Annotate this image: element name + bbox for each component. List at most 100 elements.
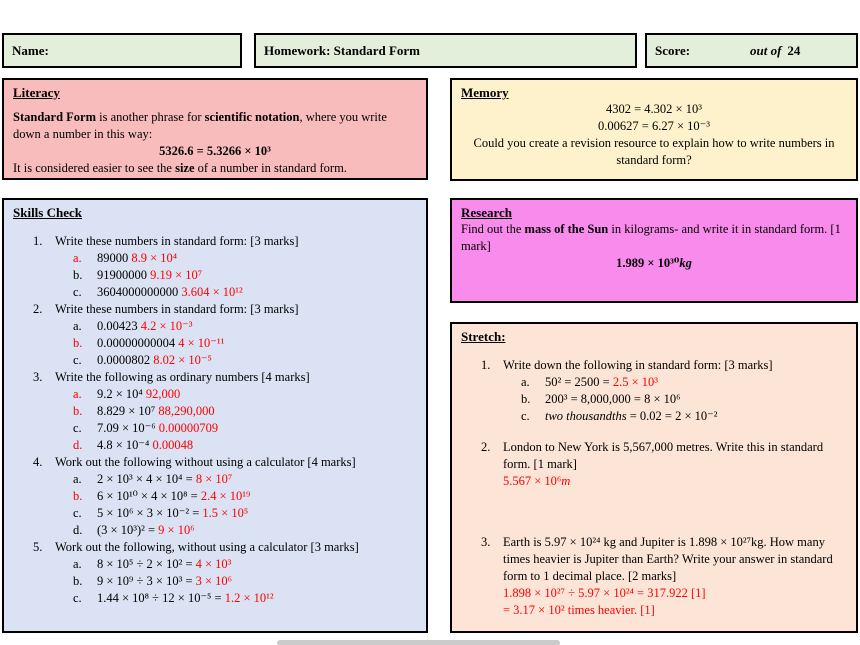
item-prompt: 2 × 10³ × 4 × 10⁴ = bbox=[97, 472, 196, 486]
question-3b: b. 8.829 × 10⁷ 88,290,000 bbox=[73, 403, 417, 420]
item-prompt: (3 × 10³)² = bbox=[97, 523, 159, 537]
question-text: London to New York is 5,567,000 metres. … bbox=[503, 440, 824, 471]
item-body: 9 × 10⁹ ÷ 3 × 10³ = 3 × 10⁶ bbox=[97, 573, 232, 590]
literacy-footer: It is considered easier to see the size … bbox=[13, 160, 417, 177]
question-text: Work out the following, without using a … bbox=[55, 540, 359, 554]
memory-example-1: 4302 = 4.302 × 10³ bbox=[606, 102, 702, 116]
item-body: 0.00000000004 4 × 10⁻¹¹ bbox=[97, 335, 224, 352]
question-number: 2. bbox=[481, 440, 491, 454]
stretch-question-3-answer: = 3.17 × 10² times heavier. [1] bbox=[503, 603, 655, 617]
literacy-paragraph: Standard Form is another phrase for scie… bbox=[13, 109, 417, 143]
question-5: 5. Work out the following, without using… bbox=[33, 539, 417, 556]
literacy-example-formula: 5326.6 = 5.3266 × 10³ bbox=[159, 144, 271, 158]
question-5b: b. 9 × 10⁹ ÷ 3 × 10³ = 3 × 10⁶ bbox=[73, 573, 417, 590]
page-title: Homework: Standard Form bbox=[264, 43, 420, 58]
item-body: 9.2 × 10⁴ 92,000 bbox=[97, 386, 180, 403]
item-body: 91900000 9.19 × 10⁷ bbox=[97, 267, 202, 284]
item-prompt: 89000 bbox=[97, 251, 132, 265]
item-answer: 3.604 × 10¹² bbox=[181, 285, 243, 299]
item-letter: b. bbox=[73, 489, 83, 503]
research-answer-value: 1.989 × 10³⁰ bbox=[616, 256, 680, 270]
literacy-bold-term: Standard Form bbox=[13, 110, 96, 124]
item-answer: 2.5 × 10³ bbox=[612, 375, 659, 389]
score-box: Score: out of 24 bbox=[645, 33, 858, 68]
question-4d: d. (3 × 10³)² = 9 × 10⁶ bbox=[73, 522, 417, 539]
item-body: 2 × 10³ × 4 × 10⁴ = 8 × 10⁷ bbox=[97, 471, 232, 488]
item-prompt: 4.8 × 10⁻⁴ bbox=[97, 438, 153, 452]
question-text: Earth is 5.97 × 10²⁴ kg and Jupiter is 1… bbox=[503, 535, 833, 583]
stretch-question-1a: a. 50² = 2500 = 2.5 × 10³ bbox=[521, 374, 847, 391]
item-prompt: 50² = 2500 = bbox=[545, 375, 613, 389]
research-answer: 1.989 × 10³⁰kg bbox=[461, 255, 847, 272]
question-4b: b. 6 × 10¹⁰ × 4 × 10⁸ = 2.4 × 10¹⁹ bbox=[73, 488, 417, 505]
item-prompt: 8.829 × 10⁷ bbox=[97, 404, 159, 418]
score-value: out of 24 bbox=[750, 35, 800, 66]
research-title: Research bbox=[461, 205, 513, 220]
item-letter: c. bbox=[73, 285, 82, 299]
research-text-2: in kilograms- and write it in standard f… bbox=[461, 222, 841, 253]
item-letter: b. bbox=[73, 404, 83, 418]
stretch-question-3-working: 1.898 × 10²⁷ ÷ 5.97 × 10²⁴ = 317.922 [1] bbox=[503, 586, 706, 600]
question-3c: c. 7.09 × 10⁻⁶ 0.00000709 bbox=[73, 420, 417, 437]
item-prompt: 0.00000000004 bbox=[97, 336, 179, 350]
question-2a: a. 0.00423 4.2 × 10⁻³ bbox=[73, 318, 417, 335]
item-prompt: 6 × 10¹⁰ × 4 × 10⁸ = bbox=[97, 489, 201, 503]
name-field-box: Name: bbox=[2, 33, 242, 68]
item-body: 8.829 × 10⁷ 88,290,000 bbox=[97, 403, 215, 420]
answer-unit: m bbox=[561, 474, 571, 488]
question-1c: c. 3604000000000 3.604 × 10¹² bbox=[73, 284, 417, 301]
spacer bbox=[461, 520, 847, 534]
stretch-question-3: 3. Earth is 5.97 × 10²⁴ kg and Jupiter i… bbox=[481, 534, 847, 585]
item-prompt: 8 × 10⁵ ÷ 2 × 10² = bbox=[97, 557, 196, 571]
question-1b: b. 91900000 9.19 × 10⁷ bbox=[73, 267, 417, 284]
literacy-bold-term-2: scientific notation bbox=[204, 110, 300, 124]
item-body: 7.09 × 10⁻⁶ 0.00000709 bbox=[97, 420, 218, 437]
literacy-text-3: It is considered easier to see the bbox=[13, 161, 176, 175]
item-letter: c. bbox=[521, 409, 530, 423]
item-body: 0.0000802 8.02 × 10⁻⁵ bbox=[97, 352, 212, 369]
question-text: Write these numbers in standard form: [3… bbox=[55, 234, 299, 248]
item-letter: a. bbox=[521, 375, 530, 389]
item-answer: 3 × 10⁶ bbox=[195, 574, 233, 588]
research-text: Find out the bbox=[461, 222, 525, 236]
item-body: two thousandths = 0.02 = 2 × 10⁻² bbox=[545, 408, 718, 425]
score-total: 24 bbox=[787, 43, 801, 58]
stretch-question-2-answer: 5.567 × 10⁶m bbox=[503, 473, 847, 490]
question-5c: c. 1.44 × 10⁸ ÷ 12 × 10⁻⁵ = 1.2 × 10¹² bbox=[73, 590, 417, 607]
question-1: 1. Write these numbers in standard form:… bbox=[33, 233, 417, 250]
name-label: Name: bbox=[12, 43, 49, 58]
item-answer: 0.00048 bbox=[152, 438, 194, 452]
item-letter: b. bbox=[73, 336, 83, 350]
item-answer: 8 × 10⁷ bbox=[195, 472, 233, 486]
literacy-text-2: , where you write down a number in this … bbox=[13, 110, 387, 141]
item-letter: c. bbox=[73, 506, 82, 520]
literacy-panel: Literacy Standard Form is another phrase… bbox=[2, 78, 428, 180]
item-answer: 9.19 × 10⁷ bbox=[150, 268, 203, 282]
bottom-scroll-indicator bbox=[277, 640, 560, 645]
memory-panel: Memory 4302 = 4.302 × 10³ 0.00627 = 6.27… bbox=[450, 78, 858, 181]
stretch-panel: Stretch: 1. Write down the following in … bbox=[450, 322, 858, 633]
item-body: 0.00423 4.2 × 10⁻³ bbox=[97, 318, 193, 335]
item-prompt: 1.44 × 10⁸ ÷ 12 × 10⁻⁵ = bbox=[97, 591, 225, 605]
item-body: (3 × 10³)² = 9 × 10⁶ bbox=[97, 522, 195, 539]
stretch-title: Stretch: bbox=[461, 329, 506, 344]
item-answer: 1.2 × 10¹² bbox=[224, 591, 274, 605]
question-4: 4. Work out the following without using … bbox=[33, 454, 417, 471]
item-prompt: 7.09 × 10⁻⁶ bbox=[97, 421, 159, 435]
item-letter: b. bbox=[73, 268, 83, 282]
item-italic-term: two thousandths bbox=[545, 409, 627, 423]
question-number: 1. bbox=[481, 358, 491, 372]
question-number: 2. bbox=[33, 302, 43, 316]
item-letter: b. bbox=[73, 574, 83, 588]
spacer bbox=[13, 101, 417, 109]
item-answer: 88,290,000 bbox=[158, 404, 215, 418]
item-prompt: 200³ = 8,000,000 = 8 × 10⁶ bbox=[545, 392, 681, 406]
question-3d: d. 4.8 × 10⁻⁴ 0.00048 bbox=[73, 437, 417, 454]
item-letter: a. bbox=[73, 387, 82, 401]
skills-check-panel: Skills Check 1. Write these numbers in s… bbox=[2, 198, 428, 633]
question-3a: a. 9.2 × 10⁴ 92,000 bbox=[73, 386, 417, 403]
item-prompt: 5 × 10⁶ × 3 × 10⁻² = bbox=[97, 506, 203, 520]
item-prompt: 3604000000000 bbox=[97, 285, 182, 299]
item-letter: d. bbox=[73, 438, 83, 452]
item-letter: c. bbox=[73, 421, 82, 435]
